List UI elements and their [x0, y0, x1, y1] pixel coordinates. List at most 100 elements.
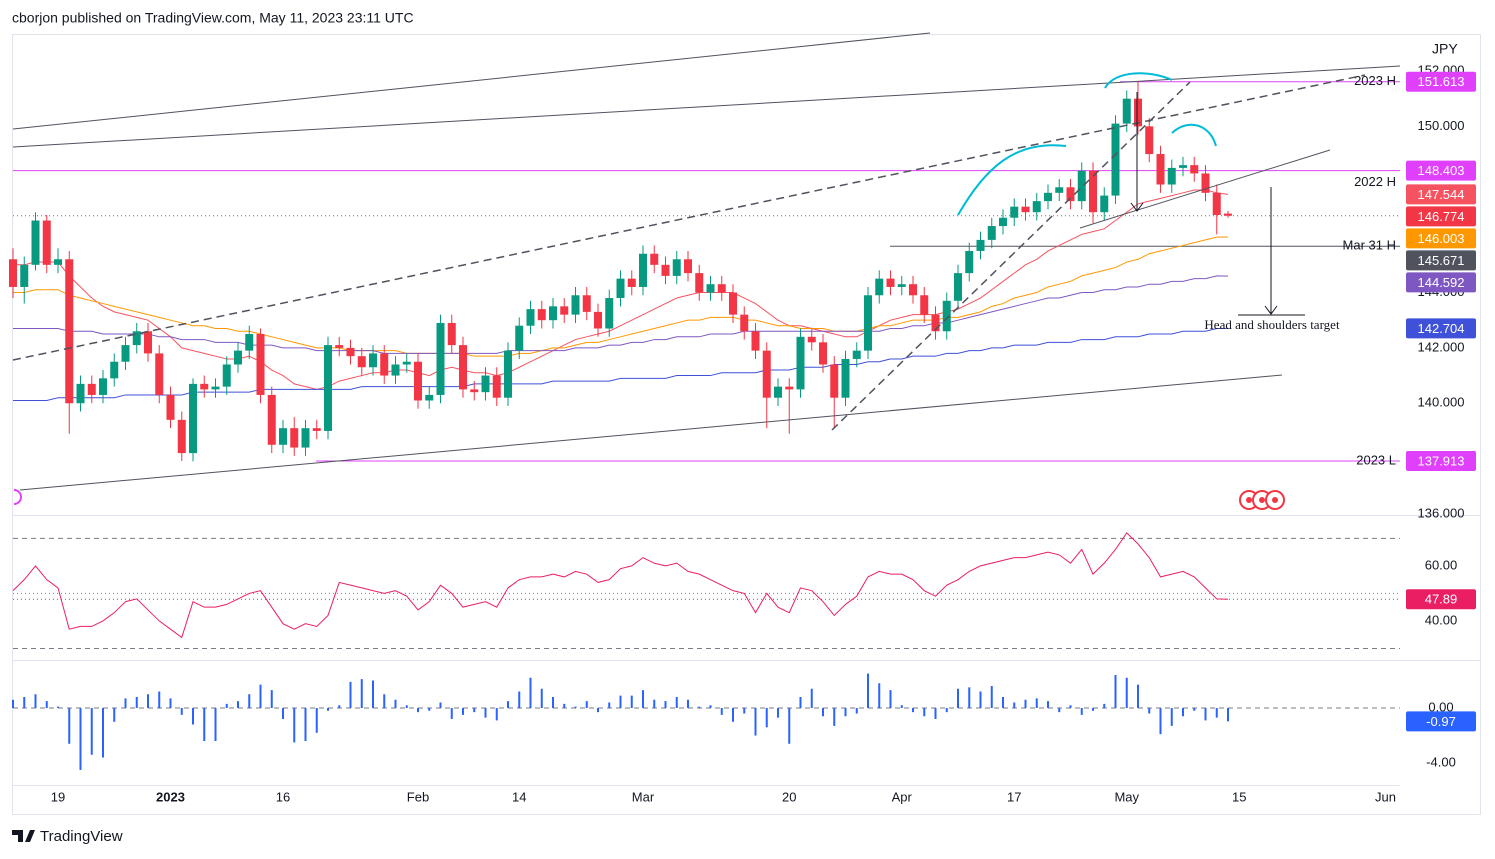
candle-body	[31, 220, 40, 265]
histogram-bar	[383, 694, 386, 709]
histogram-bar	[45, 701, 48, 709]
price-tag-label: 47.89	[1425, 592, 1458, 607]
histogram-bar	[574, 706, 577, 709]
candle-body	[402, 361, 411, 365]
y-tick-label: -4.00	[1426, 754, 1456, 769]
histogram-bar	[315, 708, 318, 733]
histogram-bar	[270, 690, 273, 709]
histogram-bar	[428, 708, 431, 711]
candle-body	[65, 259, 74, 404]
candle-body	[9, 259, 17, 287]
level-name: 2023 H	[1354, 73, 1396, 88]
price-tag	[1406, 160, 1476, 181]
y-tick-label: 0.00	[1428, 699, 1453, 714]
candle-body	[976, 239, 985, 251]
histogram-bar	[979, 691, 982, 709]
candle-body	[1156, 154, 1165, 185]
level-name: 2023 L	[1356, 452, 1396, 467]
chart-frame	[12, 34, 1481, 815]
candle-body	[717, 284, 726, 293]
price-tag-label: 145.671	[1418, 253, 1465, 268]
event-icon-dot	[1246, 497, 1252, 503]
candle-body	[594, 311, 602, 329]
right-shoulder-arc	[1171, 123, 1217, 147]
histogram-bar	[957, 688, 959, 709]
candle-body	[774, 386, 782, 398]
histogram-bar	[799, 697, 802, 709]
drawings	[12, 32, 1401, 510]
arrow-head	[1130, 202, 1144, 212]
histogram-bar	[1080, 708, 1083, 715]
moving-average	[13, 275, 1229, 354]
histogram-bar	[765, 708, 768, 728]
histogram-bar	[653, 699, 656, 709]
histogram-bar	[1193, 708, 1196, 711]
candle-body	[942, 300, 951, 332]
head-arc	[1104, 72, 1173, 89]
histogram-bar	[720, 708, 723, 715]
histogram-bar	[439, 702, 442, 709]
histogram-bar	[282, 708, 284, 720]
histogram-bar	[248, 694, 251, 709]
moving-average	[13, 236, 1229, 357]
histogram-bar	[1114, 674, 1117, 709]
histogram-bar	[225, 703, 228, 709]
y-tick-label: 142.000	[1418, 339, 1465, 354]
candle-body	[920, 295, 929, 315]
candle-body	[807, 336, 816, 343]
histogram-bar	[102, 708, 104, 758]
candle-body	[1044, 192, 1052, 202]
x-tick-label: 15	[1232, 789, 1246, 804]
histogram-bar	[934, 708, 937, 720]
histogram-bar	[529, 677, 532, 709]
moving-average	[13, 189, 1229, 390]
candle-body	[245, 334, 254, 351]
price-tag	[1406, 272, 1476, 293]
candle-body	[886, 278, 895, 287]
histogram-bar	[304, 708, 307, 742]
histogram-bar	[822, 708, 824, 717]
histogram-bar	[473, 708, 476, 713]
candle-body	[1134, 98, 1142, 127]
y-tick-label: 136.000	[1418, 505, 1465, 520]
price-tag-label: 148.403	[1418, 163, 1465, 178]
histogram-bar	[1058, 708, 1061, 713]
candle-body	[222, 364, 231, 387]
histogram-bar	[709, 705, 712, 709]
trend-line	[12, 32, 931, 130]
event-icon-dot	[1259, 497, 1265, 503]
histogram-bar	[124, 698, 127, 709]
candle-body	[189, 383, 197, 454]
candle-body	[234, 350, 242, 365]
level-name: 2022 H	[1354, 174, 1396, 189]
histogram-bar	[507, 701, 509, 709]
price-tag	[1406, 589, 1476, 610]
rsi-line	[12, 532, 1229, 639]
dividend-icon	[13, 489, 22, 505]
plot-area: 2023 H 2022 H Mar 31 H 2023 L	[9, 73, 1400, 770]
histogram-bar	[878, 683, 881, 709]
histogram-bar	[810, 688, 813, 709]
histogram-bar	[619, 695, 622, 709]
price-tag	[1406, 228, 1476, 249]
histogram-bar	[327, 708, 329, 711]
candle-body	[1010, 206, 1019, 218]
histogram-bar	[417, 708, 419, 713]
candle-body	[166, 394, 175, 420]
candle-body	[436, 322, 445, 395]
histogram-bar	[349, 681, 352, 709]
candle-body	[279, 428, 287, 445]
price-tag	[1406, 184, 1476, 205]
dashed-trend-line	[12, 74, 1366, 361]
histogram-bar	[732, 708, 734, 722]
histogram-bar	[642, 690, 644, 709]
histogram-bar	[1227, 708, 1229, 722]
histogram-bar	[338, 705, 341, 709]
candle-body	[909, 284, 917, 296]
candle-body	[1032, 201, 1041, 213]
candle-body	[987, 226, 996, 240]
histogram-bar	[237, 701, 239, 709]
y-tick-label: 150.000	[1418, 118, 1465, 133]
candle-body	[729, 292, 737, 315]
histogram-bar	[1092, 708, 1094, 711]
